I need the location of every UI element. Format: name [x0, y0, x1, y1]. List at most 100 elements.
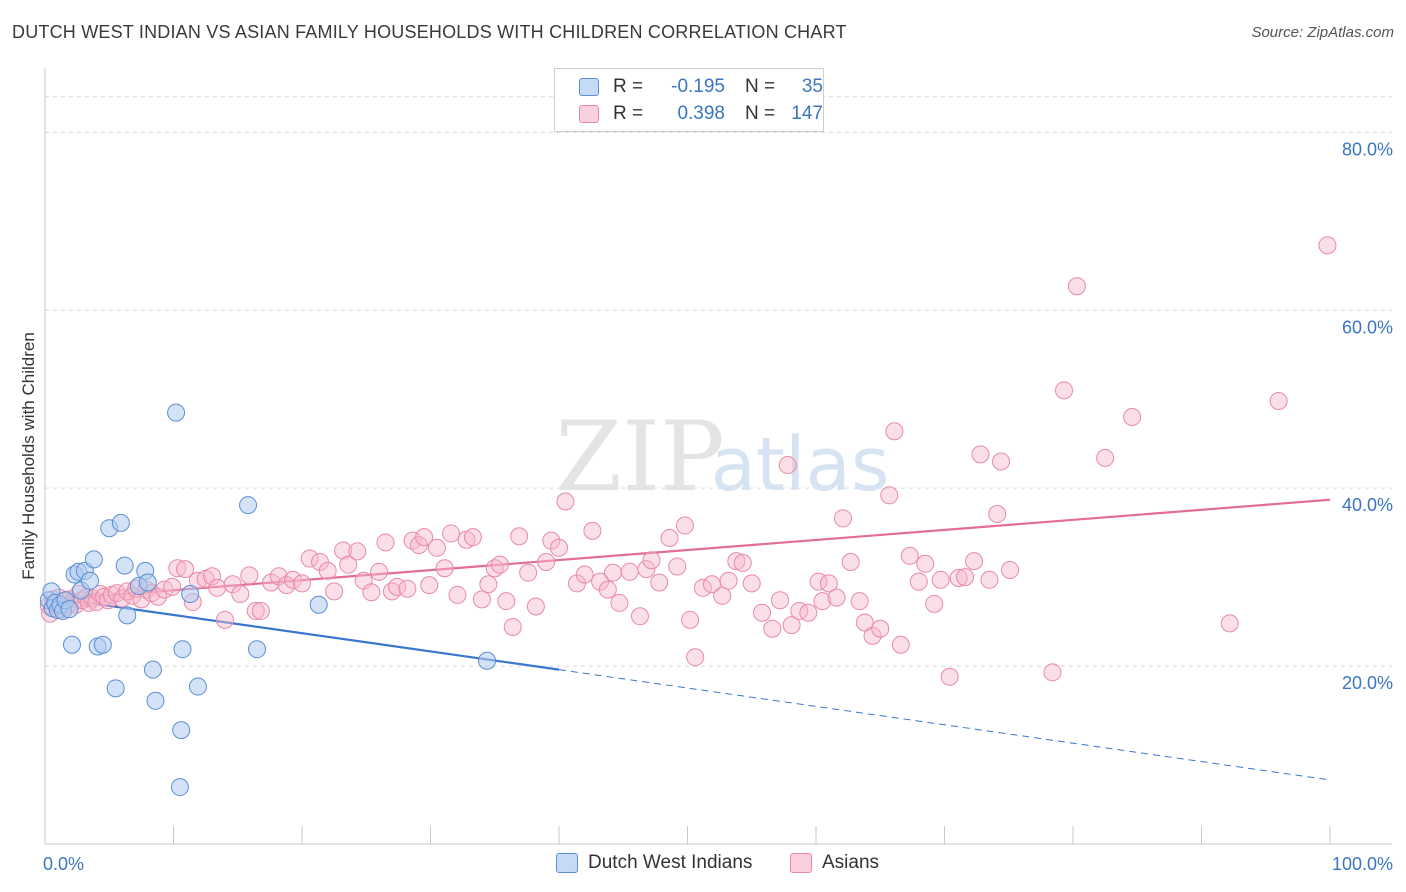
- legend-r-label: R =: [613, 76, 644, 97]
- dutch-west-indians-point: [146, 691, 165, 710]
- dutch-west-indians-point: [93, 635, 112, 654]
- legend-box: R = -0.195 N = 35 R = 0.398 N = 147: [554, 68, 824, 132]
- asians-point: [841, 553, 860, 572]
- asians-point: [526, 597, 545, 616]
- asians-point: [420, 576, 439, 595]
- asians-point: [251, 601, 270, 620]
- asians-point: [463, 528, 482, 547]
- legend-n-label: N =: [745, 103, 776, 124]
- asians-point: [583, 521, 602, 540]
- asians-point: [1001, 561, 1020, 580]
- asians-point: [813, 592, 832, 611]
- asians-point: [1269, 392, 1288, 411]
- legend-row-dutch-west-indians: R = -0.195 N = 35: [579, 75, 823, 99]
- watermark-atlas: atlas: [711, 422, 890, 508]
- asians-point: [575, 565, 594, 584]
- asians-point: [733, 553, 752, 572]
- asians-point: [556, 492, 575, 511]
- asians-point: [203, 567, 222, 586]
- dutch-west-indians-point: [167, 403, 186, 422]
- asians-point: [630, 607, 649, 626]
- asians-trendline: [44, 498, 1331, 602]
- asians-point: [819, 574, 838, 593]
- legend-row-asians: R = 0.398 N = 147: [579, 102, 823, 126]
- y-tick-label: 40.0%: [1342, 495, 1393, 515]
- asians-point: [284, 570, 303, 589]
- dutch-west-indians-point: [118, 606, 137, 625]
- asians-point: [863, 626, 882, 645]
- legend-swatch-blue: [579, 78, 599, 96]
- legend-n-value: 35: [801, 76, 823, 97]
- asians-point: [650, 573, 669, 592]
- dutch-west-indians-points: [39, 403, 497, 797]
- asians-point: [742, 574, 761, 593]
- asians-point: [1055, 381, 1074, 400]
- asians-point: [334, 541, 353, 560]
- asians-point: [778, 456, 797, 475]
- asians-point: [497, 592, 516, 611]
- asians-point: [542, 531, 561, 550]
- x-tick-label: 100.0%: [1332, 854, 1393, 874]
- asians-point: [956, 568, 975, 587]
- y-tick-label: 80.0%: [1342, 139, 1393, 159]
- watermark-zip: ZIP: [555, 401, 724, 513]
- asians-point: [215, 610, 234, 629]
- dutch-west-indians-point: [62, 635, 81, 654]
- asians-point: [940, 667, 959, 686]
- dutch-west-indians-point: [309, 595, 328, 614]
- bottom-legend: Dutch West Indians Asians: [0, 852, 1406, 878]
- asians-point: [909, 572, 928, 591]
- asians-point: [208, 578, 227, 597]
- asians-point: [719, 571, 738, 590]
- dutch-west-indians-point: [80, 571, 99, 590]
- asians-point: [339, 555, 358, 574]
- legend-r-value: -0.195: [671, 76, 725, 97]
- asians-point: [790, 601, 809, 620]
- watermark: ZIP atlas: [555, 401, 889, 513]
- asians-point: [300, 549, 319, 568]
- legend-r-label: R =: [613, 103, 644, 124]
- asians-point: [1220, 614, 1239, 633]
- asians-point: [980, 570, 999, 589]
- asians-point: [435, 559, 454, 578]
- asians-point: [833, 509, 852, 528]
- asians-point: [479, 575, 498, 594]
- asians-point: [1096, 448, 1115, 467]
- asians-point: [988, 504, 1007, 523]
- legend-n-value: 147: [791, 103, 823, 124]
- asians-point: [490, 555, 509, 574]
- asians-point: [686, 648, 705, 667]
- asians-point: [231, 585, 250, 604]
- dutch-west-indians-point: [138, 573, 157, 592]
- dutch-west-indians-point: [143, 660, 162, 679]
- asians-point: [753, 603, 772, 622]
- bottom-legend-asians[interactable]: Asians: [790, 852, 879, 874]
- asians-point: [398, 579, 417, 598]
- asians-point: [370, 562, 389, 581]
- asians-point: [318, 561, 337, 580]
- asians-point: [537, 553, 556, 572]
- dutch-west-indians-point: [188, 677, 207, 696]
- asians-point: [149, 587, 168, 606]
- bottom-legend-swatch-pink: [790, 853, 812, 873]
- asians-point: [660, 529, 679, 547]
- bottom-legend-dutch-west-indians[interactable]: Dutch West Indians: [556, 852, 752, 874]
- dutch-west-indians-point: [239, 496, 258, 515]
- asians-point: [485, 559, 504, 578]
- asians-point: [163, 577, 182, 596]
- asians-point: [971, 445, 990, 464]
- asians-point: [240, 566, 259, 585]
- asians-point: [693, 578, 712, 597]
- asians-point: [827, 588, 846, 607]
- axis-layer: [44, 68, 1392, 845]
- y-tick-label: 60.0%: [1342, 317, 1393, 337]
- asians-point: [763, 619, 782, 638]
- asians-point: [855, 613, 874, 632]
- bottom-legend-label: Dutch West Indians: [588, 852, 753, 873]
- asians-point: [362, 583, 381, 602]
- asians-point: [442, 524, 461, 543]
- asians-point: [448, 585, 467, 604]
- asians-point: [246, 601, 265, 620]
- legend-swatch-pink: [579, 105, 599, 123]
- asians-point: [891, 635, 910, 654]
